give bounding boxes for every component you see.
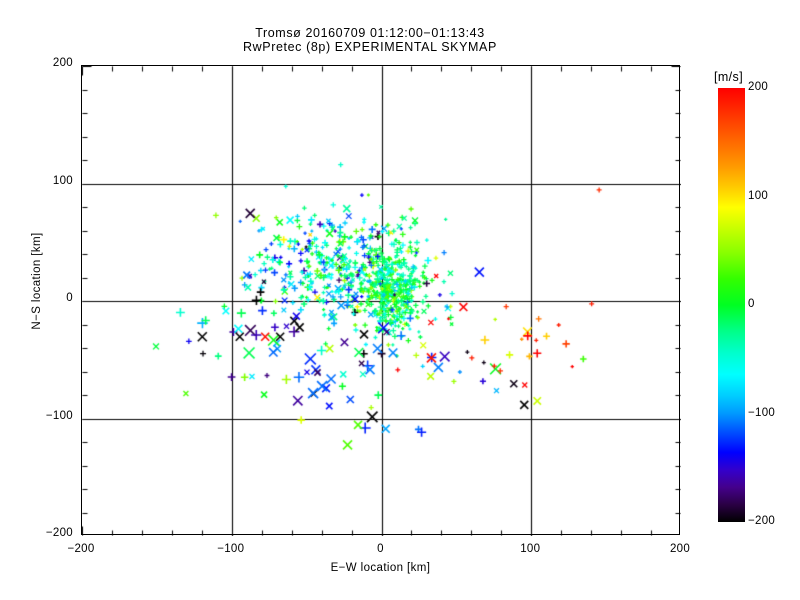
colorbar-tick-label: 100 <box>748 189 769 202</box>
x-tick-label: −100 <box>217 543 245 555</box>
x-axis-label: E−W location [km] <box>330 562 431 574</box>
colorbar <box>718 88 745 522</box>
colorbar-tick-label: −100 <box>748 406 776 419</box>
plot-area <box>81 65 681 536</box>
colorbar-tick-label: −200 <box>748 515 776 527</box>
y-tick-label: −100 <box>45 409 73 422</box>
title-line-2: RwPretec (8p) EXPERIMENTAL SKYMAP <box>243 40 497 54</box>
y-tick-label: 200 <box>52 57 73 69</box>
colorbar-gradient <box>718 88 745 522</box>
colorbar-unit-label: [m/s] <box>714 70 744 84</box>
y-tick-label: −200 <box>45 527 73 539</box>
y-tick-label: 0 <box>66 292 73 304</box>
colorbar-tick-label: 0 <box>748 298 755 310</box>
colorbar-tick-label: 200 <box>748 81 769 93</box>
x-tick-label: −200 <box>67 543 95 555</box>
x-tick-label: 0 <box>377 543 384 555</box>
y-tick-label: 100 <box>52 174 73 187</box>
figure-title: Tromsø 20160709 01:12:00−01:13:43 RwPret… <box>0 26 740 54</box>
y-axis-label: N−S location [km] <box>31 232 43 330</box>
title-line-1: Tromsø 20160709 01:12:00−01:13:43 <box>255 26 485 40</box>
scatter-canvas <box>82 66 681 536</box>
x-tick-label: 100 <box>520 543 541 555</box>
x-tick-label: 200 <box>669 543 691 555</box>
